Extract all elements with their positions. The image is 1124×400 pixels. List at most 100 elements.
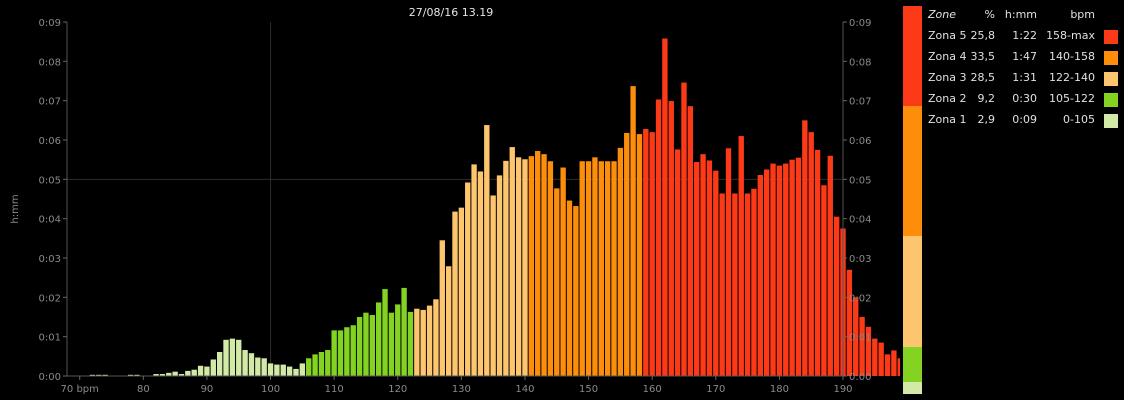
histogram-bars (89, 38, 900, 377)
y-tick-label: 0:02 (849, 293, 871, 304)
histogram-bar (236, 339, 242, 376)
legend-header-pct: % (984, 8, 995, 21)
histogram-bar (261, 358, 267, 376)
histogram-bar (166, 372, 172, 376)
y-tick-label: 0:05 (849, 175, 871, 186)
histogram-bar (229, 338, 236, 376)
legend-zone-time: 1:22 (1012, 29, 1037, 42)
histogram-bar (795, 157, 802, 376)
legend-row-zona-5: Zona 5 25,8 1:22 158-max (925, 27, 1121, 48)
histogram-bar (490, 195, 496, 376)
x-tick-label: 90 (201, 384, 214, 395)
legend-zone-time: 0:09 (1012, 113, 1037, 126)
histogram-bar (331, 330, 337, 376)
histogram-bar (420, 309, 426, 376)
histogram-bar (274, 364, 280, 376)
legend-zone-name: Zona 3 (928, 71, 967, 84)
histogram-bar (293, 368, 299, 376)
histogram-bar (134, 374, 140, 376)
histogram-bar (732, 193, 738, 376)
x-tick-label: 160 (643, 384, 662, 395)
histogram-bar (566, 200, 573, 376)
legend-zone-bpm: 122-140 (1049, 71, 1095, 84)
x-tick-label: 110 (325, 384, 344, 395)
legend-zone-time: 0:30 (1012, 92, 1037, 105)
histogram-bar (178, 374, 185, 376)
histogram-bar (859, 317, 865, 376)
y-tick-label: 0:04 (39, 215, 61, 226)
histogram-bar (814, 149, 821, 376)
histogram-bar (738, 136, 744, 376)
legend-zone-swatch (1104, 72, 1118, 86)
zone-strip-segment (903, 6, 922, 107)
histogram-bar (643, 128, 649, 376)
histogram-bar (573, 206, 579, 376)
histogram-bar (280, 364, 286, 376)
legend-row-zona-3: Zona 3 28,5 1:31 122-140 (925, 69, 1121, 90)
histogram-bar (674, 149, 681, 376)
histogram-bar (185, 370, 191, 376)
zone-strip-segment (903, 346, 922, 383)
y-tick-label: 0:09 (849, 18, 871, 29)
legend-header: Zone % h:mm bpm (925, 6, 1121, 27)
y-tick-label: 0:05 (39, 175, 61, 186)
histogram-bar (312, 354, 318, 376)
histogram-bar (127, 374, 134, 376)
histogram-bar (763, 169, 770, 376)
histogram-bar (694, 162, 700, 376)
histogram-bar (204, 366, 210, 376)
y-tick-label: 0:06 (849, 136, 871, 147)
zone-legend: Zone % h:mm bpm Zona 5 25,8 1:22 158-max… (925, 6, 1121, 132)
histogram-bar (681, 82, 687, 376)
histogram-bar (522, 159, 528, 376)
histogram-bar (554, 188, 560, 376)
histogram-bar (617, 147, 624, 376)
histogram-bar (872, 338, 878, 376)
x-tick-label: 130 (452, 384, 471, 395)
legend-row-zona-1: Zona 1 2,9 0:09 0-105 (925, 111, 1121, 132)
histogram-bar (414, 308, 420, 376)
y-tick-label: 0:03 (849, 254, 871, 265)
y-ticks-left: 0:00 0:01 0:02 0:03 0:04 0:05 0:06 0:07 0:08 0:09 (39, 18, 67, 383)
histogram-bar (744, 193, 751, 376)
histogram-bar (808, 132, 814, 376)
histogram-bar (344, 327, 350, 376)
histogram-bar (325, 350, 331, 376)
histogram-bar (560, 167, 566, 376)
legend-row-zona-4: Zona 4 33,5 1:47 140-158 (925, 48, 1121, 69)
histogram-bar (153, 374, 159, 376)
x-tick-label: 70 bpm (61, 384, 99, 395)
histogram-bar (286, 366, 293, 376)
histogram-bar (306, 358, 312, 376)
histogram-bar (363, 312, 369, 376)
histogram-bar (630, 86, 636, 377)
zone-strip-segment (903, 382, 922, 394)
y-tick-label: 0:08 (39, 57, 61, 68)
y-ticks-right: 0:00 0:01 0:02 0:03 0:04 0:05 0:06 0:07 0:08 0:09 (843, 18, 871, 383)
histogram-bar (821, 185, 827, 376)
histogram-bar (891, 350, 897, 376)
y-tick-label: 0:03 (39, 254, 61, 265)
y-tick-label: 0:07 (39, 97, 61, 108)
histogram-bar (445, 266, 452, 376)
legend-zone-bpm: 158-max (1046, 29, 1095, 42)
histogram-bar (433, 299, 439, 376)
legend-zone-pct: 33,5 (970, 50, 996, 63)
histogram-bar (897, 358, 900, 376)
legend-zone-bpm: 105-122 (1049, 92, 1095, 105)
legend-zone-bpm: 0-105 (1063, 113, 1095, 126)
histogram-bar (426, 305, 433, 376)
histogram-bar (713, 170, 719, 376)
x-tick-label: 190 (833, 384, 852, 395)
histogram-bar (865, 326, 872, 376)
histogram-bar (382, 289, 388, 376)
y-tick-label: 0:00 (39, 372, 61, 383)
histogram-bar (223, 339, 229, 376)
histogram-bar (853, 297, 859, 376)
legend-header-zone: Zone (928, 8, 957, 21)
histogram-bar (96, 374, 102, 376)
histogram-bar (611, 161, 617, 376)
y-tick-label: 0:01 (39, 333, 61, 344)
axes (66, 22, 844, 377)
histogram-bar (604, 161, 611, 376)
